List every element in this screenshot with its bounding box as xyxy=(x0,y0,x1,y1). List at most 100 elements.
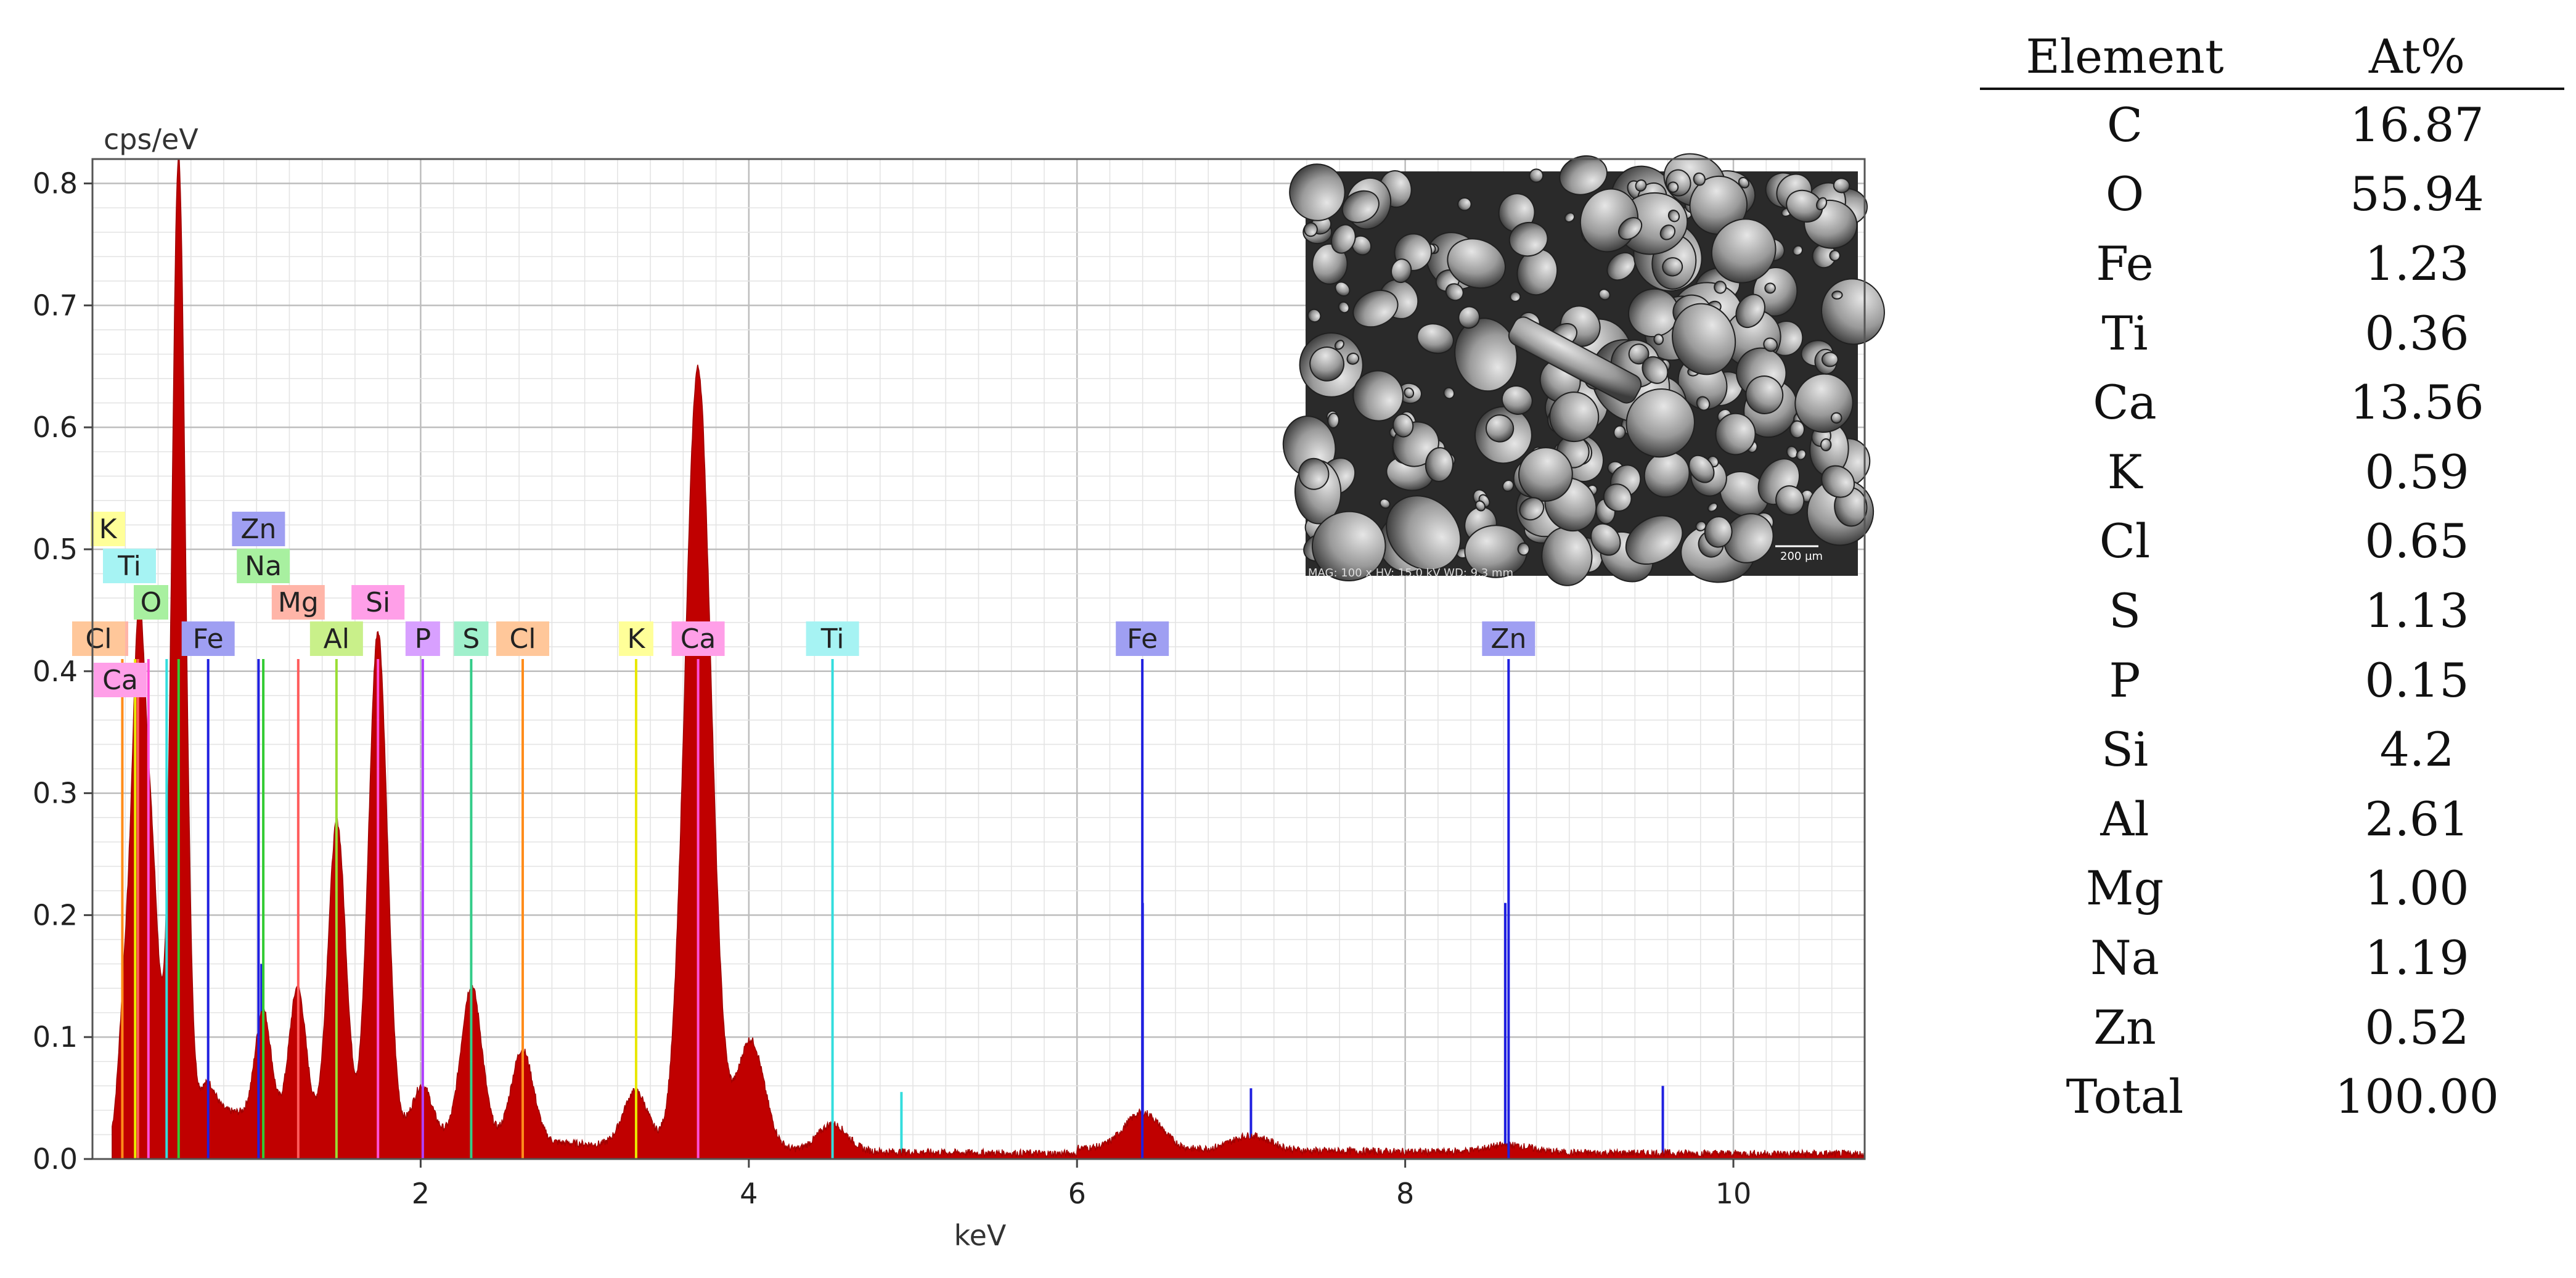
y-tick-label: 0.8 xyxy=(33,167,78,200)
element-label-box xyxy=(671,621,725,656)
sem-particle xyxy=(1763,337,1778,352)
sem-particle xyxy=(1735,293,1765,329)
sem-particle xyxy=(1653,334,1664,345)
sem-particle xyxy=(1628,343,1650,365)
element-label-text: Ca xyxy=(681,623,716,655)
sem-particle xyxy=(1346,353,1360,365)
sem-particle xyxy=(1352,370,1404,422)
element-label-text: Na xyxy=(245,551,282,582)
x-tick-label: 2 xyxy=(412,1177,430,1210)
sem-particle xyxy=(1502,479,1515,493)
table-row: O 55.94 xyxy=(1980,160,2564,229)
x-tick-label: 4 xyxy=(740,1177,758,1210)
element-cell: Cl xyxy=(2099,514,2151,569)
x-axis-title: keV xyxy=(954,1219,1007,1252)
sem-particle xyxy=(1445,283,1464,301)
element-cell: Ca xyxy=(2093,375,2157,430)
element-cell: Zn xyxy=(2093,999,2156,1055)
sem-particle xyxy=(1738,176,1750,189)
element-label-box xyxy=(103,549,156,583)
sem-elongated-particle xyxy=(1508,316,1642,404)
sem-particle xyxy=(1598,289,1611,301)
column-header-atomic-percent: At% xyxy=(2270,25,2564,90)
sem-particle xyxy=(1474,500,1486,512)
table-row: Zn 0.52 xyxy=(1980,993,2564,1062)
sem-particle xyxy=(1693,172,1706,186)
sem-particle xyxy=(1590,523,1621,556)
sem-particle xyxy=(1309,346,1344,382)
element-label-text: Fe xyxy=(193,623,224,655)
sem-particle xyxy=(1386,495,1462,571)
sem-particle xyxy=(1298,457,1330,490)
element-cell: Mg xyxy=(2085,861,2164,916)
atomic-percent-cell: 1.13 xyxy=(2365,583,2469,638)
sem-particle xyxy=(1625,388,1695,458)
element-label-ca: Ca xyxy=(94,663,147,697)
sem-particle xyxy=(1786,445,1798,459)
element-label-ca: Ca xyxy=(671,621,725,656)
x-tick-label: 6 xyxy=(1068,1177,1086,1210)
sem-particle xyxy=(1327,412,1340,429)
element-label-cl: Cl xyxy=(496,621,549,656)
table-row: Si 4.2 xyxy=(1980,715,2564,784)
sem-particle xyxy=(1786,189,1823,223)
element-label-s: S xyxy=(454,621,489,656)
element-label-box xyxy=(806,621,859,656)
x-tick-label: 10 xyxy=(1715,1177,1752,1210)
sem-particle xyxy=(1391,258,1412,284)
element-label-text: Cl xyxy=(86,623,112,655)
scale-bar-label: 200 µm xyxy=(1780,550,1823,563)
element-label-box xyxy=(454,621,489,656)
sem-particle xyxy=(1311,510,1386,582)
sem-particle xyxy=(1603,483,1632,512)
element-label-zn: Zn xyxy=(232,512,285,546)
sem-particle xyxy=(1707,502,1718,512)
element-label-si: Si xyxy=(351,585,405,620)
element-cell: K xyxy=(2107,444,2143,499)
table-header-row: Element At% xyxy=(1980,25,2564,90)
element-cell: P xyxy=(2109,652,2141,708)
atomic-percent-cell: 1.00 xyxy=(2365,861,2469,916)
sem-particle xyxy=(1688,454,1715,483)
element-cell: Al xyxy=(2100,791,2149,846)
element-label-box xyxy=(496,621,549,656)
sem-particle xyxy=(1425,447,1454,482)
sem-particle xyxy=(1829,250,1841,261)
atomic-percent-cell: 0.36 xyxy=(2365,305,2469,361)
atomic-percent-cell: 55.94 xyxy=(2350,166,2484,222)
sem-particle xyxy=(1833,178,1850,194)
element-label-box xyxy=(405,621,440,656)
table-row: Mg 1.00 xyxy=(1980,854,2564,924)
sem-particle xyxy=(1642,356,1669,384)
table-row: P 0.15 xyxy=(1980,645,2564,715)
sem-particle xyxy=(1303,222,1318,237)
sem-particle xyxy=(1330,224,1356,254)
element-label-text: S xyxy=(462,623,480,655)
sem-particle xyxy=(1508,221,1548,257)
element-label-box xyxy=(94,663,147,697)
element-label-ti: Ti xyxy=(806,621,859,656)
element-label-fe: Fe xyxy=(181,621,235,656)
element-label-o: O xyxy=(134,585,168,620)
atomic-percent-cell: 1.19 xyxy=(2365,930,2469,985)
sem-particle xyxy=(1447,238,1507,289)
sem-particle xyxy=(1715,412,1756,456)
element-cell: Total xyxy=(2066,1069,2184,1124)
sem-particle xyxy=(1613,425,1626,440)
sem-caption: MAG: 100 x HV: 15.0 kV WD: 9.3 mm xyxy=(1308,567,1513,580)
sem-particle xyxy=(1307,308,1322,323)
y-tick-label: 0.2 xyxy=(33,898,78,932)
sem-particle xyxy=(1711,218,1777,284)
atomic-percent-cell: 13.56 xyxy=(2350,375,2484,430)
element-label-text: Fe xyxy=(1127,623,1158,655)
sem-particle xyxy=(1618,217,1643,240)
atomic-percent-cell: 100.00 xyxy=(2335,1069,2499,1124)
y-tick-label: 0.0 xyxy=(33,1142,78,1176)
element-label-box xyxy=(232,512,285,546)
sem-particle xyxy=(1486,414,1515,443)
table-row: Na 1.19 xyxy=(1980,923,2564,993)
element-label-text: Zn xyxy=(1490,623,1526,655)
sem-particle xyxy=(1625,515,1683,565)
element-label-k: K xyxy=(618,621,653,656)
sem-particle xyxy=(1796,449,1807,461)
